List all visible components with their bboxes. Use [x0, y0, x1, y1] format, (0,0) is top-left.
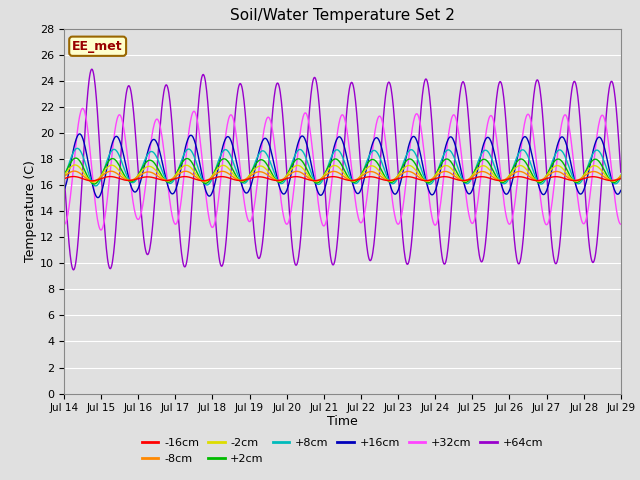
Title: Soil/Water Temperature Set 2: Soil/Water Temperature Set 2 — [230, 9, 455, 24]
Text: EE_met: EE_met — [72, 40, 123, 53]
Legend: -16cm, -8cm, -2cm, +2cm, +8cm, +16cm, +32cm, +64cm: -16cm, -8cm, -2cm, +2cm, +8cm, +16cm, +3… — [138, 434, 547, 468]
X-axis label: Time: Time — [327, 415, 358, 428]
Y-axis label: Temperature (C): Temperature (C) — [24, 160, 37, 262]
